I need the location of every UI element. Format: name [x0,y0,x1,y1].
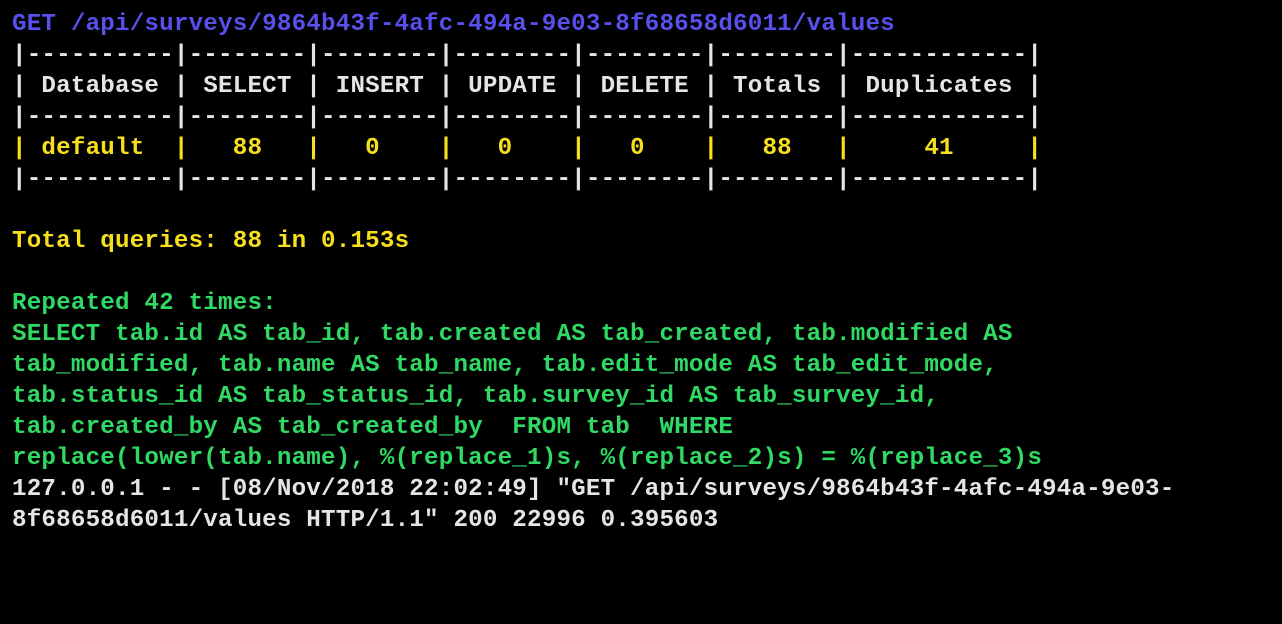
blank-line [12,196,1270,227]
sql-line: replace(lower(tab.name), %(replace_1)s, … [12,444,1270,475]
table-header-row: | Database | SELECT | INSERT | UPDATE | … [12,72,1270,103]
sql-line: SELECT tab.id AS tab_id, tab.created AS … [12,320,1270,351]
total-queries-summary: Total queries: 88 in 0.153s [12,227,1270,258]
access-log-line: 8f68658d6011/values HTTP/1.1" 200 22996 … [12,506,1270,537]
sql-line: tab.status_id AS tab_status_id, tab.surv… [12,382,1270,413]
repeated-label: Repeated 42 times: [12,289,1270,320]
sql-line: tab_modified, tab.name AS tab_name, tab.… [12,351,1270,382]
blank-line [12,258,1270,289]
table-data-row: | default | 88 | 0 | 0 | 0 | 88 | 41 | [12,134,1270,165]
table-border-bottom: |----------|--------|--------|--------|-… [12,165,1270,196]
table-border-top: |----------|--------|--------|--------|-… [12,41,1270,72]
access-log-line: 127.0.0.1 - - [08/Nov/2018 22:02:49] "GE… [12,475,1270,506]
sql-line: tab.created_by AS tab_created_by FROM ta… [12,413,1270,444]
table-border-mid: |----------|--------|--------|--------|-… [12,103,1270,134]
http-request-line: GET /api/surveys/9864b43f-4afc-494a-9e03… [12,10,1270,41]
terminal-output: GET /api/surveys/9864b43f-4afc-494a-9e03… [12,10,1270,536]
